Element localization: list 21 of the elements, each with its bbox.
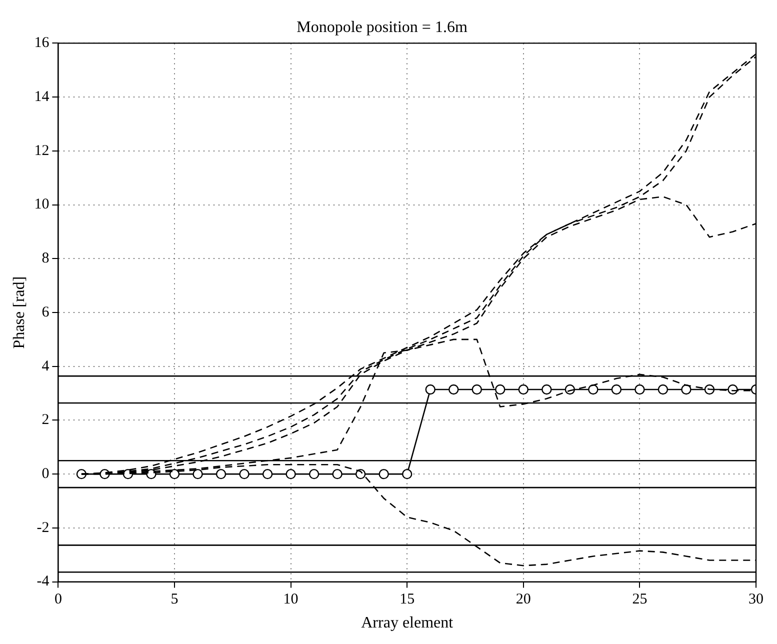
- x-tick-label: 5: [170, 592, 178, 608]
- chart-title: Monopole position = 1.6m: [296, 18, 468, 36]
- x-tick-label: 10: [283, 592, 298, 608]
- x-tick-label: 25: [632, 592, 648, 608]
- y-tick-label: 4: [42, 358, 50, 374]
- y-tick-label: 12: [34, 142, 50, 159]
- y-axis-title: Phase [rad]: [10, 276, 28, 349]
- y-tick-label: 8: [42, 250, 50, 267]
- y-tick-label: 14: [34, 88, 50, 105]
- x-axis-title: Array element: [361, 614, 454, 632]
- y-tick-label: 16: [34, 35, 50, 52]
- x-tick-label: 20: [516, 592, 531, 608]
- y-tick-label: 0: [42, 466, 50, 482]
- y-tick-label: 6: [42, 304, 50, 320]
- x-tick-label: 0: [54, 592, 62, 608]
- y-tick-label: -2: [36, 520, 50, 536]
- y-tick-label: 2: [42, 412, 50, 428]
- x-tick-label: 15: [400, 592, 415, 608]
- x-tick-label: 30: [748, 592, 764, 608]
- y-tick-label: 10: [34, 196, 50, 213]
- y-tick-label: -4: [36, 574, 50, 590]
